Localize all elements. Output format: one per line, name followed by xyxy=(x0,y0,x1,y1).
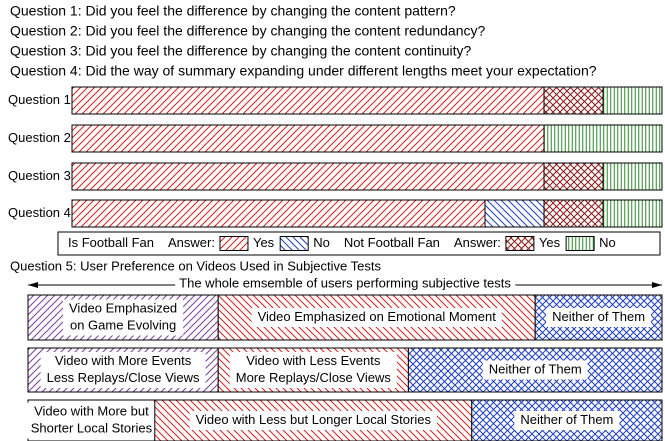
legend-swatch xyxy=(279,236,309,251)
label-bg xyxy=(189,411,437,430)
chart-title: Question 5: User Preference on Videos Us… xyxy=(10,258,381,273)
segment-label: on Game Evolving xyxy=(70,317,176,332)
segment-label: Video with Less but Longer Local Stories xyxy=(196,412,432,427)
label-bg xyxy=(229,352,397,388)
question-text: Question 2: Did you feel the difference … xyxy=(10,23,486,39)
label-bg xyxy=(24,402,159,439)
bar-segment xyxy=(543,124,663,153)
legend-box xyxy=(57,231,661,256)
legend-label: Yes xyxy=(253,235,275,250)
span-label: The whole emsemble of users performing s… xyxy=(179,275,511,290)
legend-group: Is Football Fan xyxy=(68,235,154,250)
legend-swatch xyxy=(565,236,595,251)
legend-label: No xyxy=(313,235,330,250)
legend-swatch xyxy=(505,236,535,251)
bar-segment xyxy=(602,162,663,191)
bar-segment xyxy=(543,86,604,115)
legend-answer: Answer: xyxy=(168,235,215,250)
bar-segment xyxy=(71,124,545,153)
segment-label: More Replays/Close Views xyxy=(236,370,392,385)
bar-segment xyxy=(71,162,545,191)
legend-answer: Answer: xyxy=(454,235,501,250)
bar-segment xyxy=(602,86,663,115)
bar-segment xyxy=(71,199,486,228)
segment-label: Video Emphasized on Emotional Moment xyxy=(258,309,497,324)
y-tick-label: Question 2 xyxy=(8,130,71,145)
segment-label: Neither of Them xyxy=(489,361,582,376)
segment-label: Neither of Them xyxy=(520,412,613,427)
segment-label: Shorter Local Stories xyxy=(31,420,153,435)
y-tick-label: Question 4 xyxy=(8,205,71,220)
label-bg xyxy=(514,411,620,430)
segment-label: Less Replays/Close Views xyxy=(47,370,200,385)
segment-label: Video with More Events xyxy=(55,353,192,368)
bar-segment xyxy=(71,86,545,115)
y-tick-label: Question 1 xyxy=(8,92,71,107)
bar-segment xyxy=(602,199,663,228)
legend-label: Yes xyxy=(539,235,561,250)
legend: Is Football Fan Answer: Yes No Not Football … xyxy=(68,235,616,251)
legend-swatch xyxy=(219,236,249,251)
legend-label: No xyxy=(599,235,616,250)
question-text: Question 1: Did you feel the difference … xyxy=(10,3,456,19)
bar-segment xyxy=(484,199,545,228)
segment-label: Video with Less Events xyxy=(246,353,381,368)
bar-segment xyxy=(543,162,604,191)
y-tick-label: Question 3 xyxy=(8,168,71,183)
question-text: Question 4: Did the way of summary expan… xyxy=(10,63,597,79)
span-label-bg xyxy=(175,275,516,291)
label-bg xyxy=(63,299,184,336)
segment-label: Video Emphasized xyxy=(69,300,177,315)
question-text: Question 3: Did you feel the difference … xyxy=(10,43,471,59)
segment-label: Video with More but xyxy=(34,403,149,418)
legend-group: Not Football Fan xyxy=(344,235,440,250)
label-bg xyxy=(482,360,588,380)
label-bg xyxy=(546,308,652,327)
segment-label: Neither of Them xyxy=(552,309,645,324)
bar-segment xyxy=(543,199,604,228)
label-bg xyxy=(251,308,502,327)
label-bg xyxy=(40,352,206,388)
